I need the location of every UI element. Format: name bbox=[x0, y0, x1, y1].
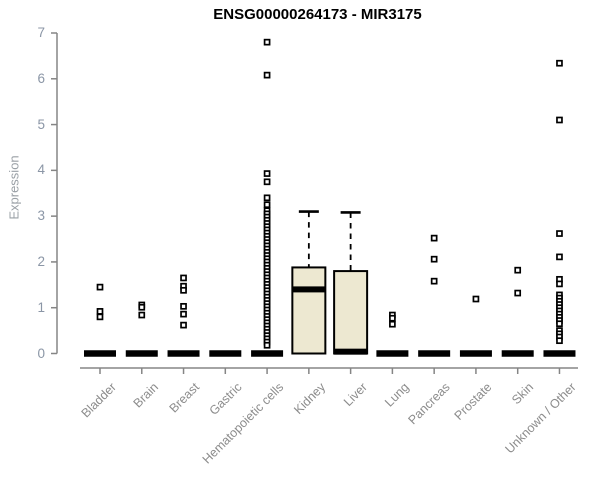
outlier-point bbox=[263, 170, 271, 177]
flat-box-unknown-other bbox=[543, 350, 576, 357]
flat-box-brain bbox=[125, 350, 158, 357]
flat-box-pancreas bbox=[418, 350, 451, 357]
outlier-point bbox=[556, 230, 563, 237]
outlier-point bbox=[138, 311, 146, 319]
outlier-point bbox=[389, 314, 396, 322]
outlier-point bbox=[514, 289, 522, 297]
outlier-point bbox=[430, 277, 438, 285]
outlier-point bbox=[556, 320, 563, 328]
outlier-point bbox=[556, 116, 563, 124]
outlier-point bbox=[96, 283, 104, 291]
flat-box-breast bbox=[167, 350, 200, 357]
outlier-point bbox=[556, 59, 563, 67]
y-tick-label: 4 bbox=[37, 162, 45, 178]
outlier-point bbox=[138, 303, 146, 311]
outlier-point bbox=[180, 286, 187, 294]
outlier-point bbox=[389, 320, 396, 328]
outlier-point bbox=[263, 38, 271, 46]
outlier-point bbox=[263, 71, 271, 79]
flat-box-bladder bbox=[84, 350, 116, 357]
outlier-point bbox=[263, 178, 271, 186]
box-kidney bbox=[291, 266, 327, 355]
outlier-point bbox=[263, 201, 271, 209]
outlier-point bbox=[180, 321, 187, 329]
outlier-point bbox=[263, 194, 271, 202]
y-tick-label: 0 bbox=[37, 345, 45, 361]
y-tick-label: 5 bbox=[37, 116, 45, 132]
outlier-point bbox=[180, 310, 187, 318]
median-line bbox=[334, 348, 368, 355]
y-tick-label: 7 bbox=[37, 24, 45, 40]
y-tick-label: 3 bbox=[37, 208, 45, 224]
outlier-point bbox=[514, 266, 522, 274]
outlier-point bbox=[96, 308, 104, 315]
flat-box-skin bbox=[501, 350, 534, 357]
outlier-point bbox=[556, 337, 563, 345]
outlier-point bbox=[263, 341, 271, 349]
outlier-point bbox=[556, 253, 563, 261]
outlier-point bbox=[96, 313, 104, 321]
y-tick-label: 1 bbox=[37, 299, 45, 315]
outlier-point bbox=[472, 295, 480, 303]
outlier-point bbox=[430, 255, 438, 263]
flat-box-gastric bbox=[209, 350, 242, 357]
flat-box-lung bbox=[376, 350, 409, 357]
chart-title: ENSG00000264173 - MIR3175 bbox=[213, 6, 422, 23]
outlier-point bbox=[180, 302, 187, 310]
outlier-point bbox=[430, 234, 438, 242]
outlier-point bbox=[180, 274, 187, 282]
box-liver bbox=[333, 270, 369, 355]
y-tick-label: 2 bbox=[37, 253, 45, 269]
median-line bbox=[292, 286, 326, 293]
flat-box-prostate bbox=[459, 350, 492, 357]
flat-box-hematopoietic-cells bbox=[251, 350, 284, 357]
outlier-point bbox=[556, 280, 563, 288]
y-tick-label: 6 bbox=[37, 70, 45, 86]
